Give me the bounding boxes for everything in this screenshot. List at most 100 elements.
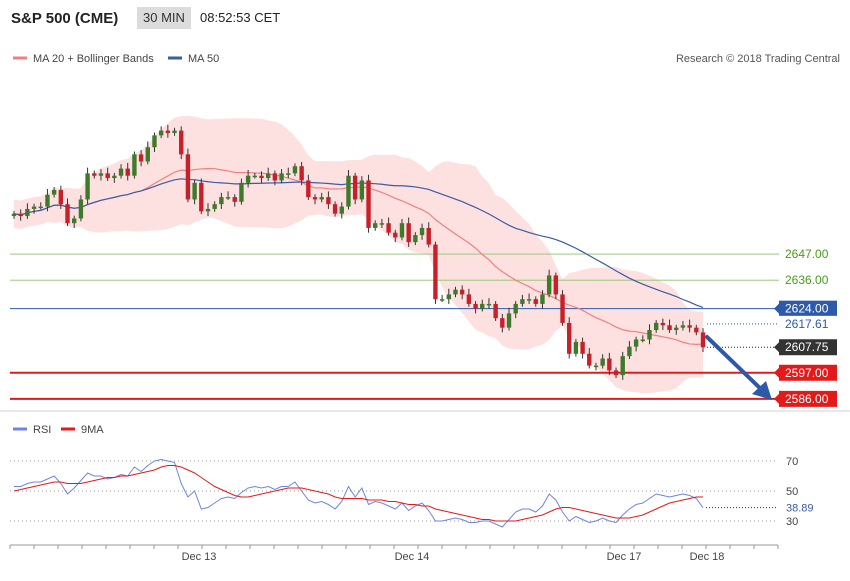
candle-body <box>38 206 43 209</box>
candle-body <box>279 173 284 181</box>
price-level-badge-pointer <box>774 342 779 353</box>
candle-body <box>700 332 706 348</box>
ma50-line <box>13 178 704 309</box>
price-level-badge <box>779 390 837 407</box>
candle-body <box>352 175 358 200</box>
candle-body <box>660 322 666 326</box>
ma9-legend-label: 9MA <box>81 424 104 436</box>
candle-body <box>446 294 452 300</box>
candle-body <box>653 322 659 331</box>
candle-body <box>560 294 565 323</box>
candle-body <box>386 223 391 233</box>
candle-body <box>500 318 505 328</box>
candle-body <box>426 227 431 245</box>
forecast-arrow <box>705 335 772 400</box>
candle-body <box>259 175 264 179</box>
candle-body <box>439 299 445 301</box>
price-chart-svg: MA 20 + Bollinger Bands MA 50 Research ©… <box>0 53 850 563</box>
candle-body <box>580 341 585 354</box>
price-level-badge <box>779 272 837 289</box>
bollinger-band-area <box>14 115 703 394</box>
candle-body <box>245 175 251 183</box>
candle-body <box>366 180 371 228</box>
timeframe-badge[interactable]: 30 MIN <box>137 7 191 29</box>
candle-body <box>65 204 70 224</box>
rsi-tick-label: 30 <box>786 516 798 528</box>
candle-body <box>11 213 17 217</box>
candle-body <box>433 244 438 300</box>
candle-body <box>125 168 130 176</box>
candle-body <box>212 204 217 209</box>
candle-body <box>587 353 592 366</box>
candle-body <box>158 130 164 136</box>
candle-body <box>359 180 365 200</box>
candle-body <box>694 327 699 333</box>
candle-body <box>540 294 545 304</box>
candle-body <box>493 303 498 319</box>
candle-body <box>192 182 197 200</box>
candle-body <box>18 213 23 217</box>
candlesticks <box>11 124 706 380</box>
candle-body <box>674 327 679 331</box>
candle-body <box>346 175 351 207</box>
candle-body <box>453 289 458 295</box>
candle-body <box>399 223 405 238</box>
bollinger-band <box>14 115 703 394</box>
candle-body <box>138 154 144 162</box>
candle-body <box>687 325 692 328</box>
candle-body <box>406 223 411 243</box>
candle-body <box>45 194 50 207</box>
candle-body <box>185 154 191 200</box>
chart-time: 08:52:53 CET <box>200 10 281 25</box>
price-level-badge <box>779 339 837 356</box>
candle-body <box>459 289 465 295</box>
candle-body <box>92 173 97 176</box>
candle-body <box>379 223 385 225</box>
candle-body <box>393 232 398 238</box>
candle-body <box>480 303 485 309</box>
price-level-label: 2586.00 <box>785 392 829 406</box>
instrument-title: S&P 500 (CME) <box>11 10 119 27</box>
candle-body <box>600 358 605 366</box>
forecast-arrow-head <box>752 381 772 400</box>
candle-body <box>205 208 211 212</box>
price-level-label: 2607.75 <box>785 340 829 354</box>
price-level-badge <box>779 315 837 332</box>
candle-body <box>373 223 378 228</box>
candle-body <box>199 182 204 212</box>
candle-body <box>85 173 90 200</box>
candle-body <box>252 175 258 178</box>
candle-body <box>573 341 579 354</box>
candle-body <box>419 227 425 236</box>
candle-body <box>513 303 518 314</box>
candle-body <box>98 173 104 176</box>
candle-body <box>51 189 57 195</box>
candle-body <box>533 299 538 304</box>
candle-body <box>152 135 157 148</box>
candle-body <box>607 358 612 371</box>
price-level-badge-pointer <box>774 367 779 378</box>
candle-body <box>546 275 552 295</box>
candle-body <box>332 204 338 214</box>
candle-body <box>58 189 64 205</box>
candle-body <box>339 206 344 214</box>
rsi-gridlines <box>10 460 778 522</box>
rsi-current-value: 38.89 <box>786 503 814 515</box>
moving-averages <box>13 167 704 345</box>
price-level-badge-pointer <box>774 393 779 404</box>
candle-body <box>78 199 84 219</box>
candle-body <box>112 175 117 179</box>
candle-body <box>553 275 559 295</box>
candle-body <box>299 166 304 181</box>
price-level-label: 2597.00 <box>785 366 829 380</box>
candle-body <box>486 303 492 306</box>
date-label: Dec 14 <box>395 551 430 563</box>
candle-body <box>132 154 137 176</box>
candle-body <box>640 339 645 342</box>
price-level-badge <box>779 364 837 381</box>
candle-body <box>219 197 224 205</box>
candle-body <box>172 130 177 133</box>
candle-body <box>286 173 291 175</box>
chart-area: MA 20 + Bollinger Bands MA 50 Research ©… <box>0 36 850 576</box>
